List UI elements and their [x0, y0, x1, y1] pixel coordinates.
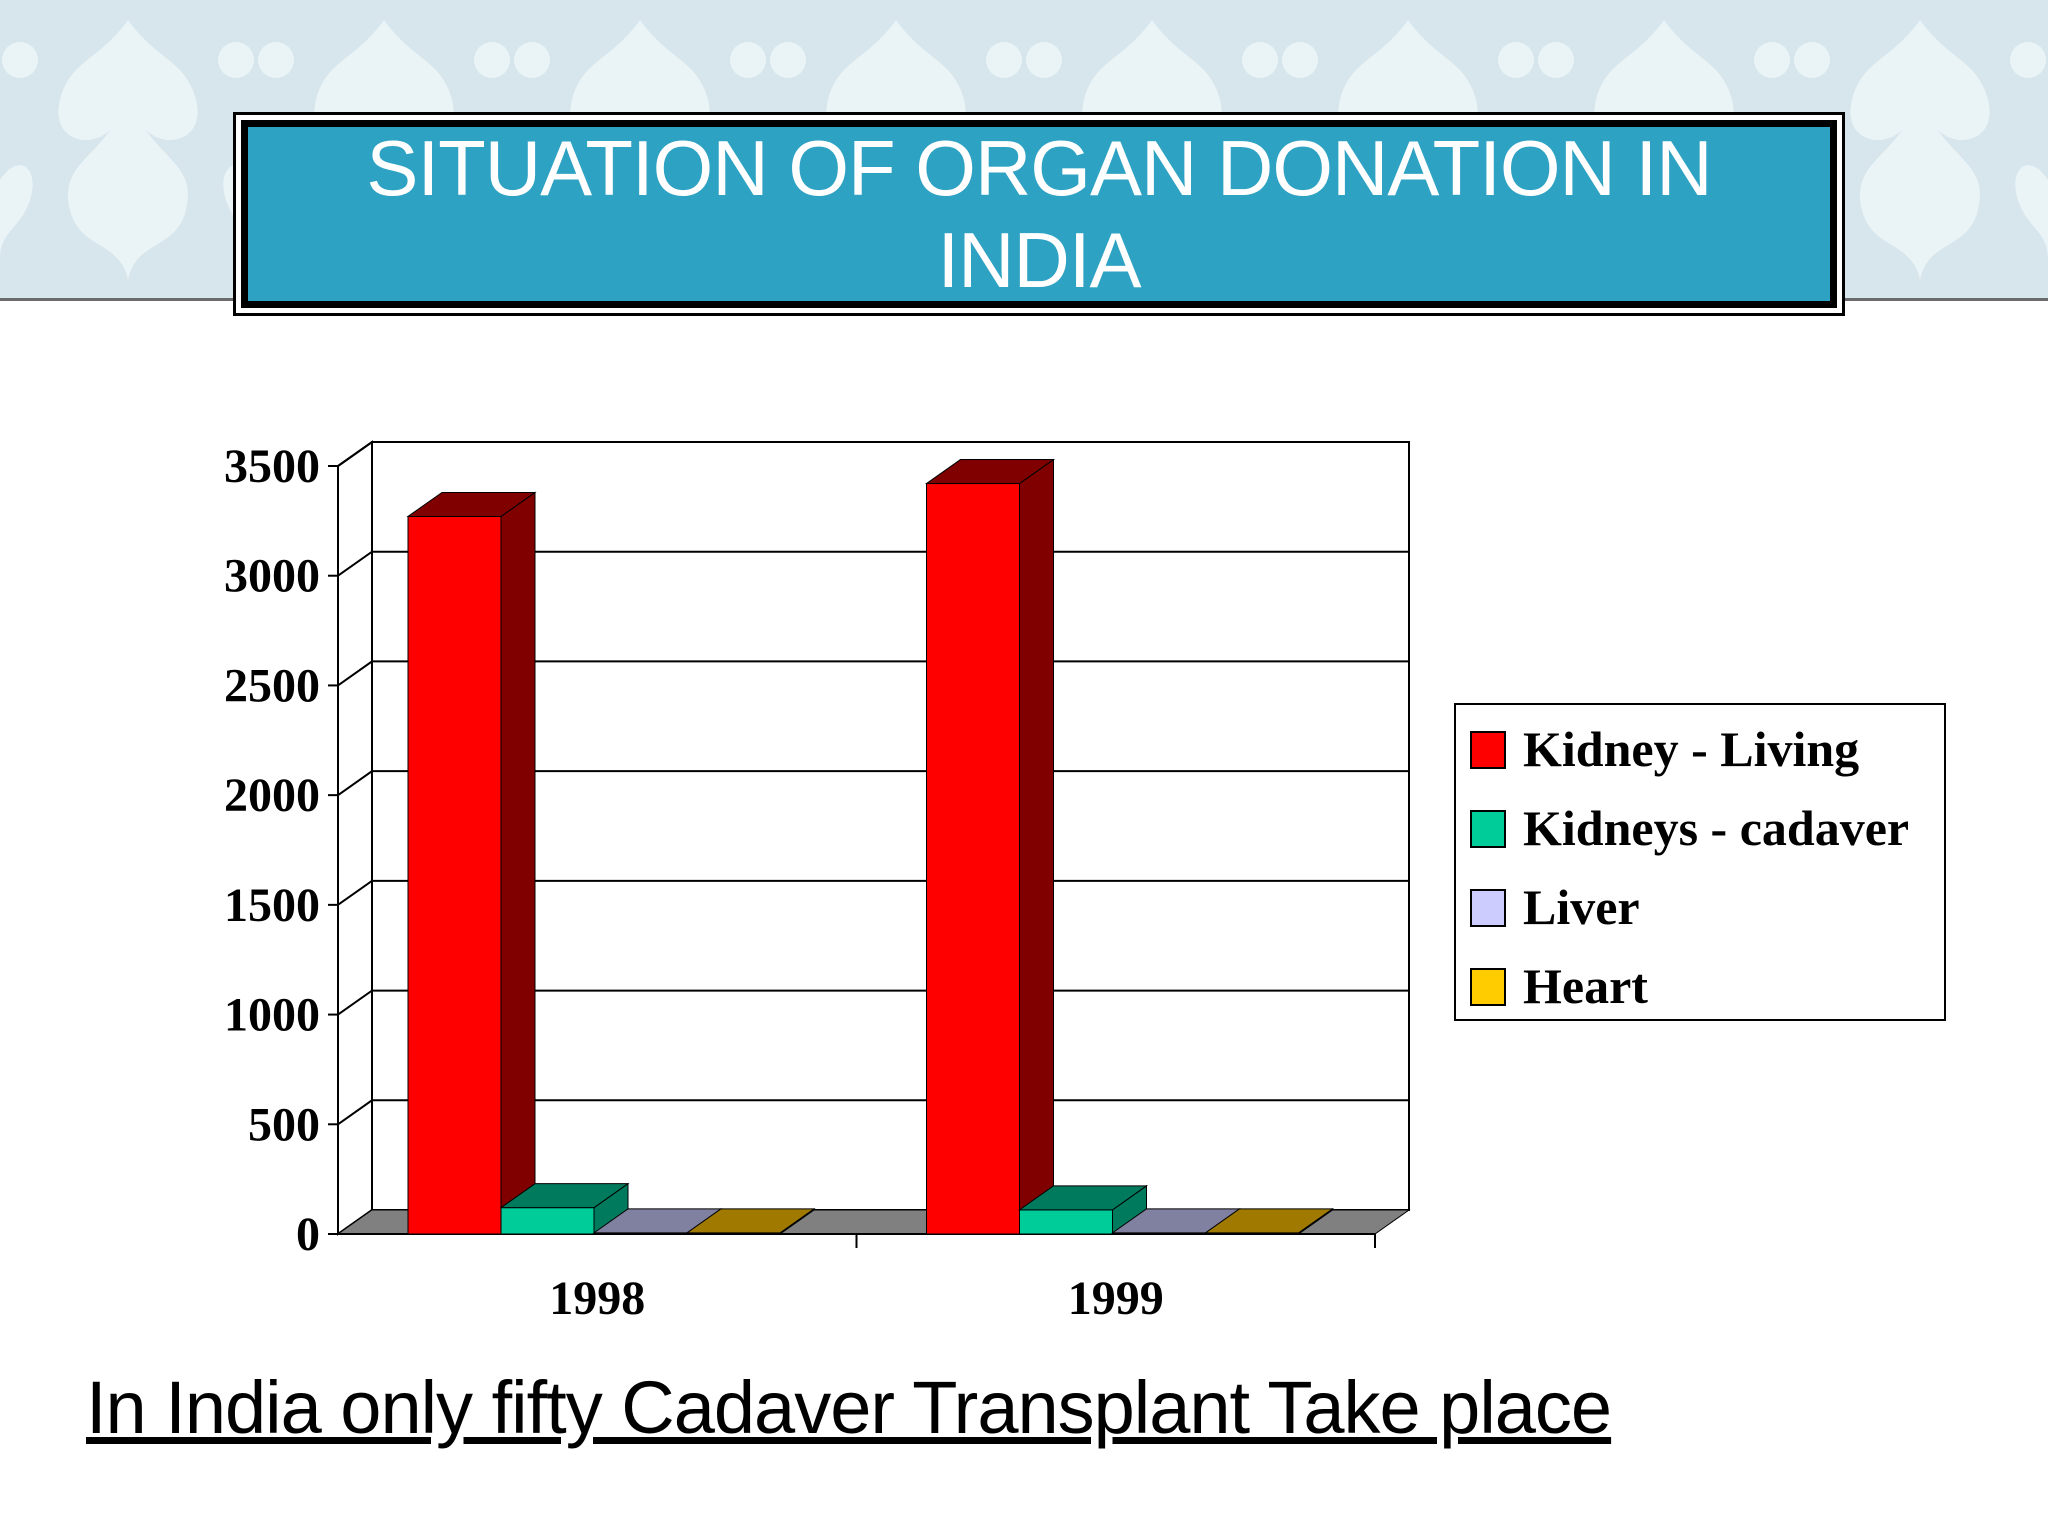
legend-swatch	[1470, 810, 1506, 848]
legend-box	[1454, 703, 1946, 1021]
x-tick-label: 1998	[549, 1272, 645, 1325]
y-tick-label: 3000	[224, 550, 320, 603]
bar-chart: 0 500 1000 1500 2000 2500 3000 3500 1998 1999 Kidn…	[0, 380, 2048, 1340]
gridline	[337, 660, 1409, 687]
bar-front	[1019, 1209, 1113, 1235]
chart-canvas: 0 500 1000 1500 2000 2500 3000 3500 1998 1999 Kidn…	[224, 440, 1946, 1325]
y-tick-label: 3500	[224, 440, 320, 493]
y-tick-label: 500	[248, 1098, 320, 1151]
gridline	[337, 1099, 1409, 1126]
bar-top	[924, 459, 1056, 485]
legend-label: Kidneys - cadaver	[1523, 800, 1909, 856]
bar-top	[499, 1183, 630, 1209]
legend-label: Heart	[1523, 958, 1648, 1014]
bar-side	[1019, 458, 1054, 1235]
legend-label: Kidney - Living	[1523, 721, 1859, 777]
bar-top	[1203, 1208, 1335, 1234]
y-tick-label: 1500	[224, 879, 320, 932]
title-panel: SITUATION OF ORGAN DONATION IN INDIA	[241, 120, 1837, 308]
plot-side-wall	[337, 440, 373, 1236]
slide-title: SITUATION OF ORGAN DONATION IN INDIA	[366, 124, 1712, 304]
x-tick-label: 1999	[1068, 1272, 1164, 1325]
y-tick-label: 1000	[224, 989, 320, 1042]
plot-back-wall	[371, 441, 1410, 1211]
gridline	[337, 879, 1409, 906]
gridline	[337, 441, 1409, 467]
gridline	[337, 770, 1409, 796]
bar-side	[500, 491, 536, 1235]
slide-caption: In India only fifty Cadaver Transplant T…	[86, 1366, 1612, 1449]
legend-swatch	[1470, 889, 1506, 927]
y-tick-label: 2500	[224, 659, 320, 712]
bar-front	[500, 1207, 595, 1235]
bar-top	[406, 491, 537, 517]
gridline	[337, 550, 1409, 577]
legend-swatch	[1470, 731, 1506, 769]
y-tick-label: 0	[296, 1208, 320, 1261]
gridline	[337, 989, 1409, 1016]
bar-front	[407, 515, 502, 1235]
legend-swatch	[1470, 968, 1506, 1006]
legend-label: Liver	[1523, 879, 1640, 935]
title-box: SITUATION OF ORGAN DONATION IN INDIA	[233, 112, 1845, 316]
bar-top	[1017, 1185, 1149, 1211]
bar-front	[926, 483, 1020, 1235]
y-tick-label: 2000	[224, 769, 320, 822]
bar-top	[685, 1208, 816, 1234]
